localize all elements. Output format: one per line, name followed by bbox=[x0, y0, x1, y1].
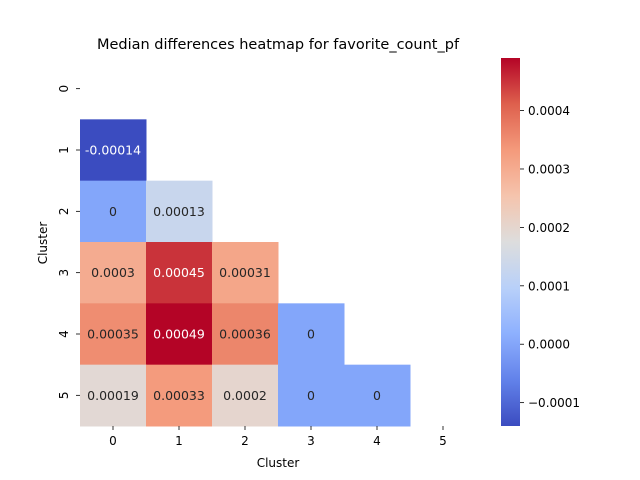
cell-value-label: 0.00031 bbox=[219, 265, 271, 280]
heatmap-cell bbox=[80, 180, 147, 243]
colorbar-tick-label: 0.0003 bbox=[528, 162, 570, 176]
cell-value-label: 0.00035 bbox=[87, 327, 139, 342]
x-tick-label: 3 bbox=[307, 434, 315, 448]
x-tick-label: 0 bbox=[109, 434, 117, 448]
colorbar-tick-label: 0.0000 bbox=[528, 338, 570, 352]
x-tick-label: 2 bbox=[241, 434, 249, 448]
cell-value-label: 0.0002 bbox=[223, 388, 267, 403]
y-tick-label: 1 bbox=[57, 146, 71, 154]
heatmap-cells bbox=[80, 119, 411, 427]
cell-value-label: 0 bbox=[307, 388, 315, 403]
y-tick-label: 2 bbox=[57, 208, 71, 216]
colorbar-tick-label: 0.0004 bbox=[528, 104, 570, 118]
colorbar-tick-label: 0.0002 bbox=[528, 221, 570, 235]
x-tick-label: 1 bbox=[175, 434, 183, 448]
heatmap-cell-labels: -0.00014 0 0.00013 0.0003 0.00045 0.00031 0.00… bbox=[85, 143, 381, 403]
y-tick-label: 5 bbox=[57, 392, 71, 400]
chart-title: Median differences heatmap for favorite_… bbox=[97, 37, 460, 53]
colorbar-tick-label: −0.0001 bbox=[528, 396, 580, 410]
cell-value-label: 0.00049 bbox=[153, 327, 205, 342]
cell-value-label: 0.00019 bbox=[87, 388, 139, 403]
x-tick-label: 4 bbox=[373, 434, 381, 448]
cell-value-label: 0 bbox=[373, 388, 381, 403]
y-tick-label: 4 bbox=[57, 330, 71, 338]
y-tick-label: 3 bbox=[57, 269, 71, 277]
y-tick-label: 0 bbox=[57, 85, 71, 93]
heatmap-cell bbox=[212, 303, 279, 366]
x-axis-label: Cluster bbox=[257, 456, 300, 470]
cell-value-label: 0.00045 bbox=[153, 265, 205, 280]
cell-value-label: 0.00013 bbox=[153, 204, 205, 219]
cell-value-label: 0.00033 bbox=[153, 388, 205, 403]
heatmap-cell bbox=[278, 303, 345, 366]
colorbar bbox=[501, 58, 520, 426]
cell-value-label: -0.00014 bbox=[85, 143, 141, 158]
heatmap-cell bbox=[80, 119, 147, 182]
y-axis: 0 1 2 3 4 5 bbox=[57, 85, 80, 399]
heatmap-cell bbox=[212, 364, 279, 427]
x-tick-label: 5 bbox=[439, 434, 447, 448]
y-axis-label: Cluster bbox=[36, 222, 50, 265]
cell-value-label: 0.00036 bbox=[219, 327, 271, 342]
heatmap-cell bbox=[80, 242, 147, 304]
heatmap-cell bbox=[80, 364, 147, 427]
cell-value-label: 0 bbox=[109, 204, 117, 219]
heatmap-cell bbox=[80, 303, 147, 366]
colorbar-tick-label: 0.0001 bbox=[528, 279, 570, 293]
colorbar-ticks: −0.0001 0.0000 0.0001 0.0002 0.0003 0.0004 bbox=[520, 104, 580, 410]
heatmap-cell bbox=[212, 242, 279, 304]
heatmap-cell bbox=[146, 242, 213, 304]
heatmap-cell bbox=[146, 364, 213, 427]
cell-value-label: 0.0003 bbox=[91, 265, 135, 280]
x-axis: 0 1 2 3 4 5 bbox=[109, 426, 447, 448]
heatmap-cell bbox=[146, 180, 213, 243]
heatmap-cell bbox=[146, 303, 213, 366]
heatmap-cell bbox=[344, 364, 411, 427]
heatmap-cell bbox=[278, 364, 345, 427]
cell-value-label: 0 bbox=[307, 327, 315, 342]
